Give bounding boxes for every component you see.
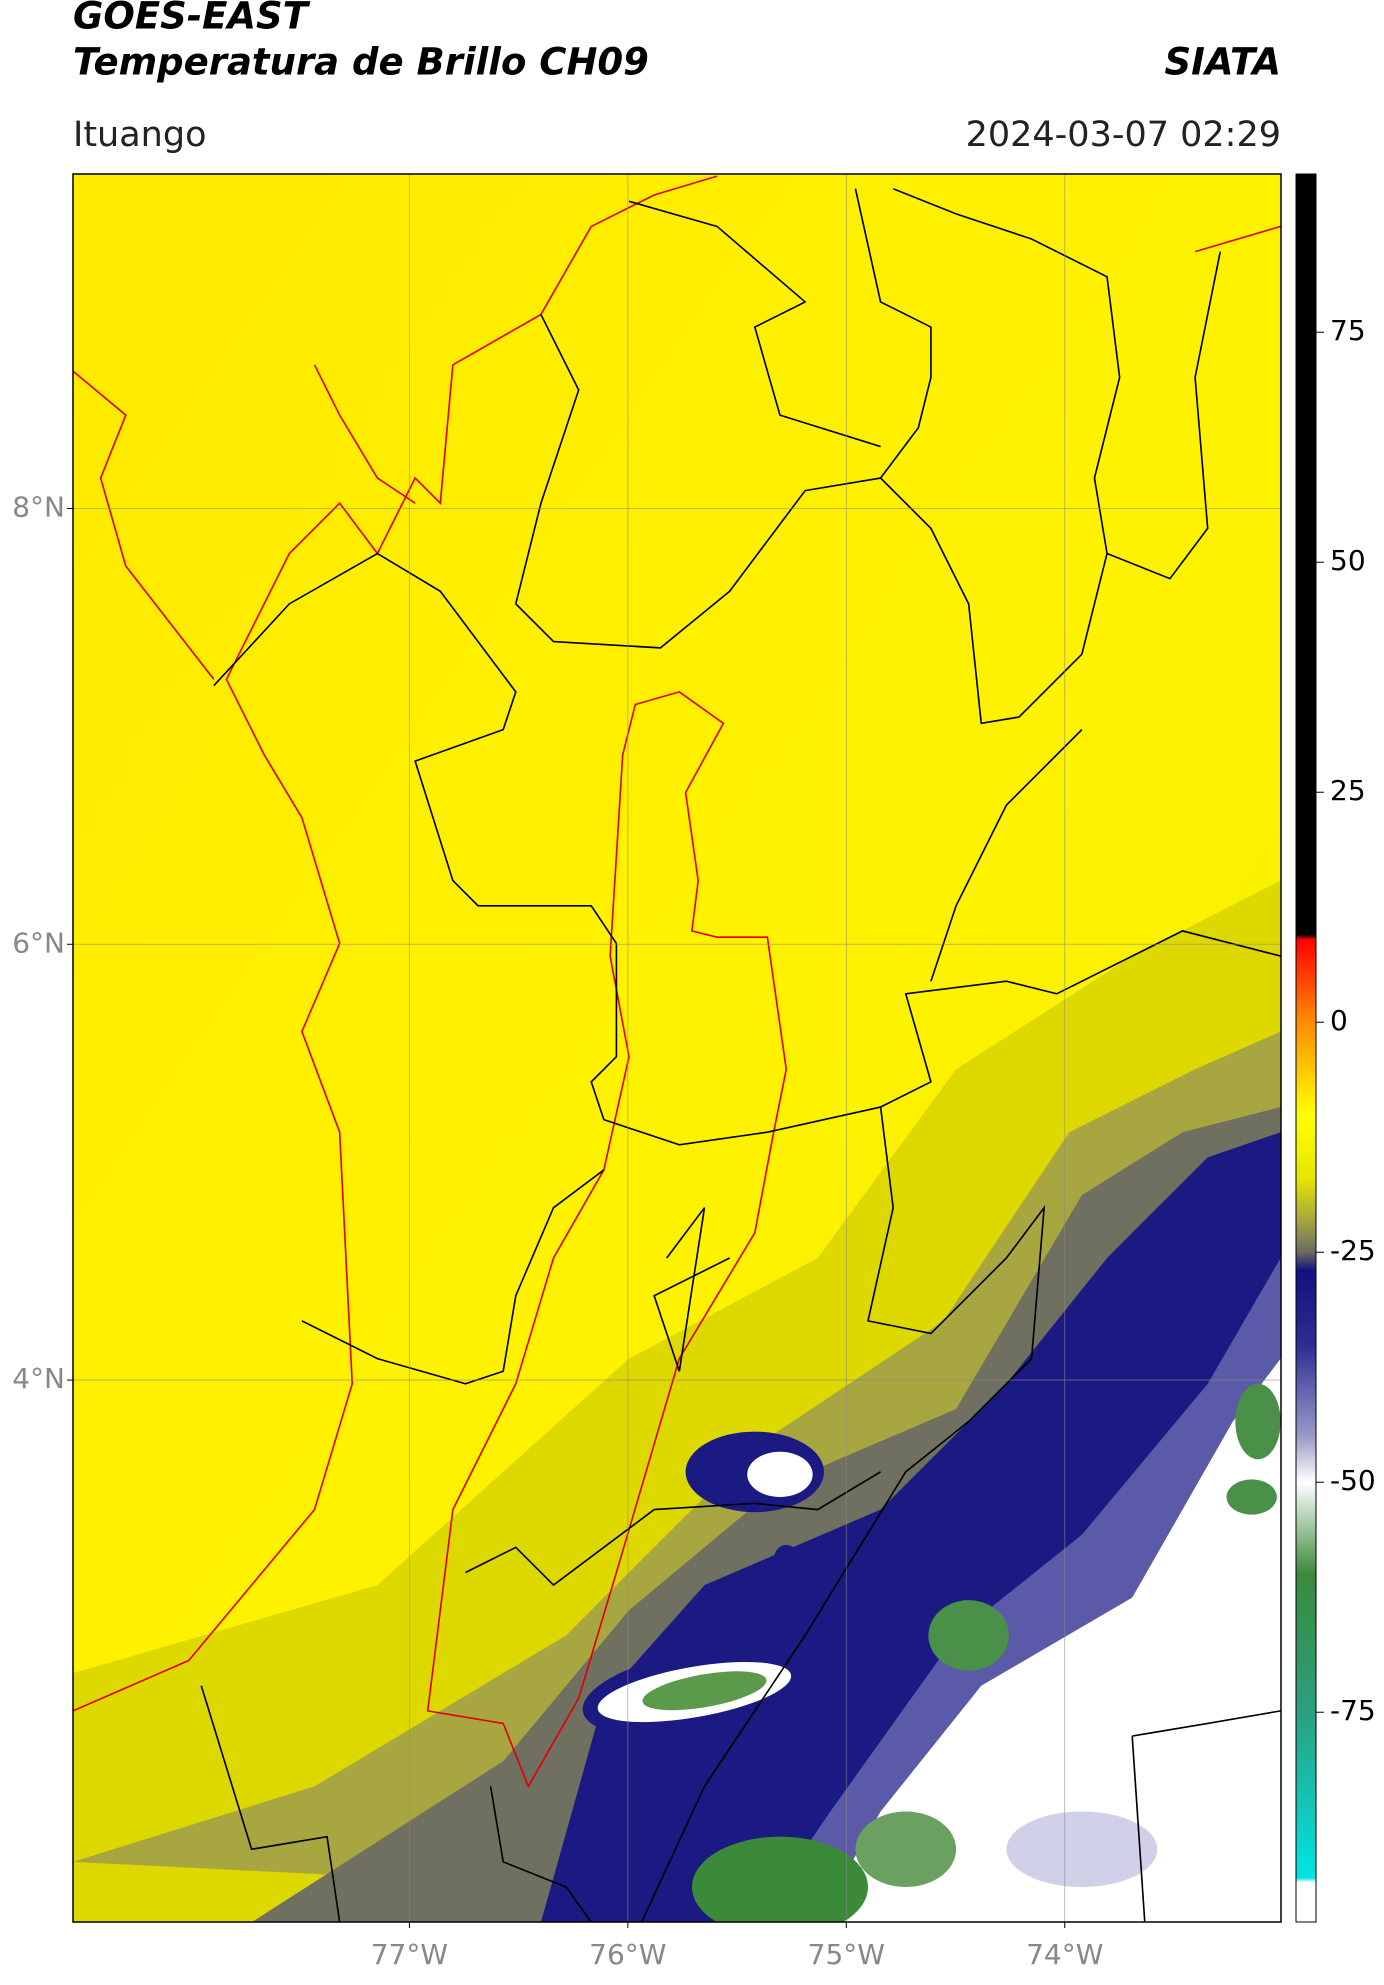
map-frame xyxy=(72,173,1282,1923)
timestamp: 2024-03-07 02:29 xyxy=(966,115,1281,155)
title: GOES-EAST xyxy=(73,0,311,38)
lat-tick-label: 6°N xyxy=(12,926,65,959)
lat-tick-label: 8°N xyxy=(12,490,65,523)
lat-tick-label: 4°N xyxy=(12,1362,65,1395)
colorbar-tick-label: 75 xyxy=(1330,314,1366,347)
boundaries xyxy=(73,175,1281,1922)
colorbar-tick-label: -50 xyxy=(1330,1464,1376,1497)
lon-tick-label: 74°W xyxy=(1026,1938,1103,1971)
agency: SIATA xyxy=(1164,41,1281,84)
colorbar xyxy=(1295,173,1317,1923)
subtitle: Temperatura de Brillo CH09 xyxy=(73,41,649,84)
colorbar-tick-label: 0 xyxy=(1330,1004,1348,1037)
location: Ituango xyxy=(73,115,207,155)
colorbar-tick-label: 25 xyxy=(1330,774,1366,807)
colorbar-tick-label: 50 xyxy=(1330,544,1366,577)
colorbar-tick-label: -25 xyxy=(1330,1234,1376,1267)
colorbar-tick-label: -75 xyxy=(1330,1694,1376,1727)
graticule xyxy=(73,174,1281,1922)
lon-tick-label: 77°W xyxy=(371,1938,448,1971)
lon-tick-label: 76°W xyxy=(589,1938,666,1971)
lon-tick-label: 75°W xyxy=(808,1938,885,1971)
